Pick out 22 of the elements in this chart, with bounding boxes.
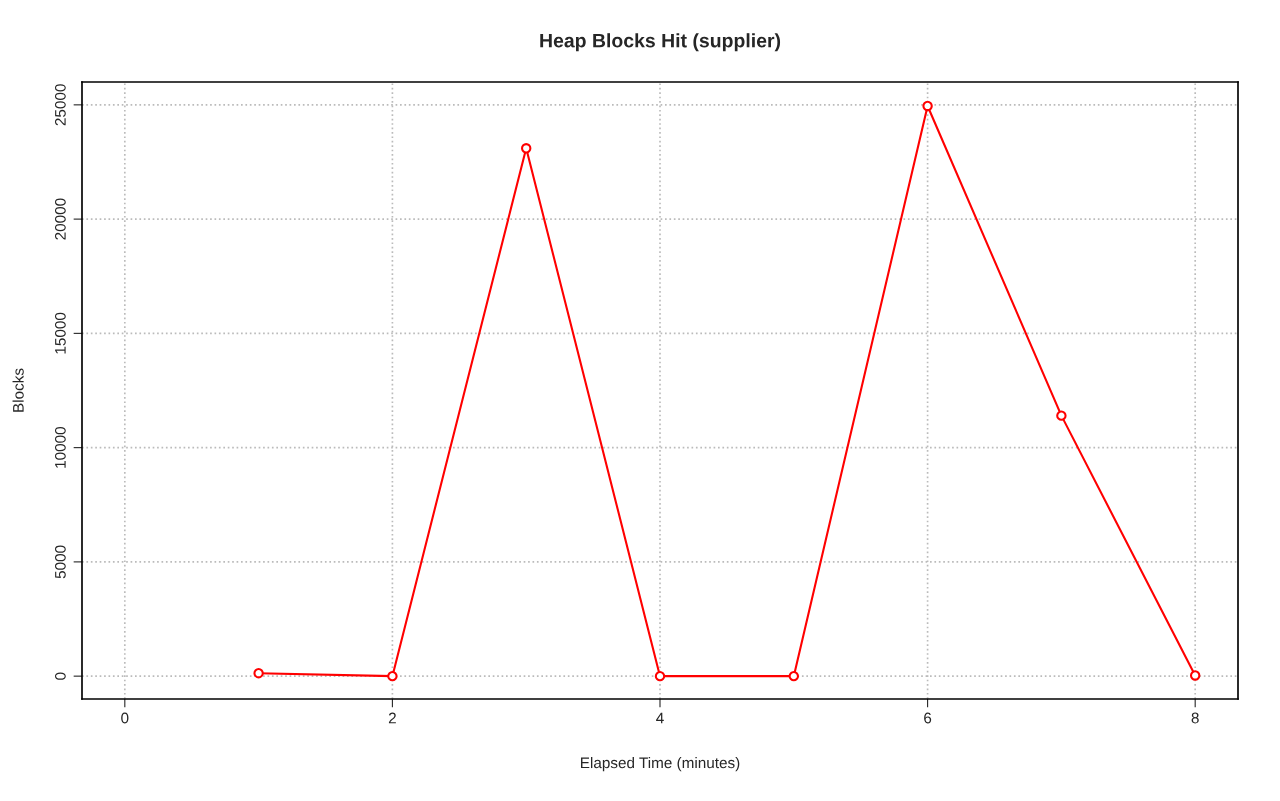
point	[521, 143, 532, 154]
point	[922, 100, 933, 112]
y-tick-label: 20000	[54, 198, 66, 240]
y-tick-label: 10000	[54, 426, 66, 468]
point	[387, 670, 398, 682]
x-tick-label: 2	[388, 712, 396, 724]
point	[253, 667, 264, 679]
y-axis-title: Blocks	[12, 368, 24, 412]
y-tick-label: 15000	[54, 312, 66, 354]
chart-title: Heap Blocks Hit (supplier)	[540, 33, 781, 52]
point	[1189, 670, 1201, 681]
point	[1056, 410, 1067, 421]
y-tick-label: 5000	[54, 545, 66, 579]
x-tick-label: 0	[121, 712, 129, 724]
y-tick-label: 0	[54, 672, 66, 680]
x-tick-label: 8	[1191, 712, 1199, 724]
point	[654, 670, 666, 682]
x-axis-title: Elapsed Time (minutes)	[581, 756, 740, 772]
point	[788, 670, 799, 682]
x-tick-label: 4	[656, 712, 664, 724]
y-tick-label: 25000	[54, 84, 66, 126]
x-tick-label: 6	[924, 712, 932, 724]
